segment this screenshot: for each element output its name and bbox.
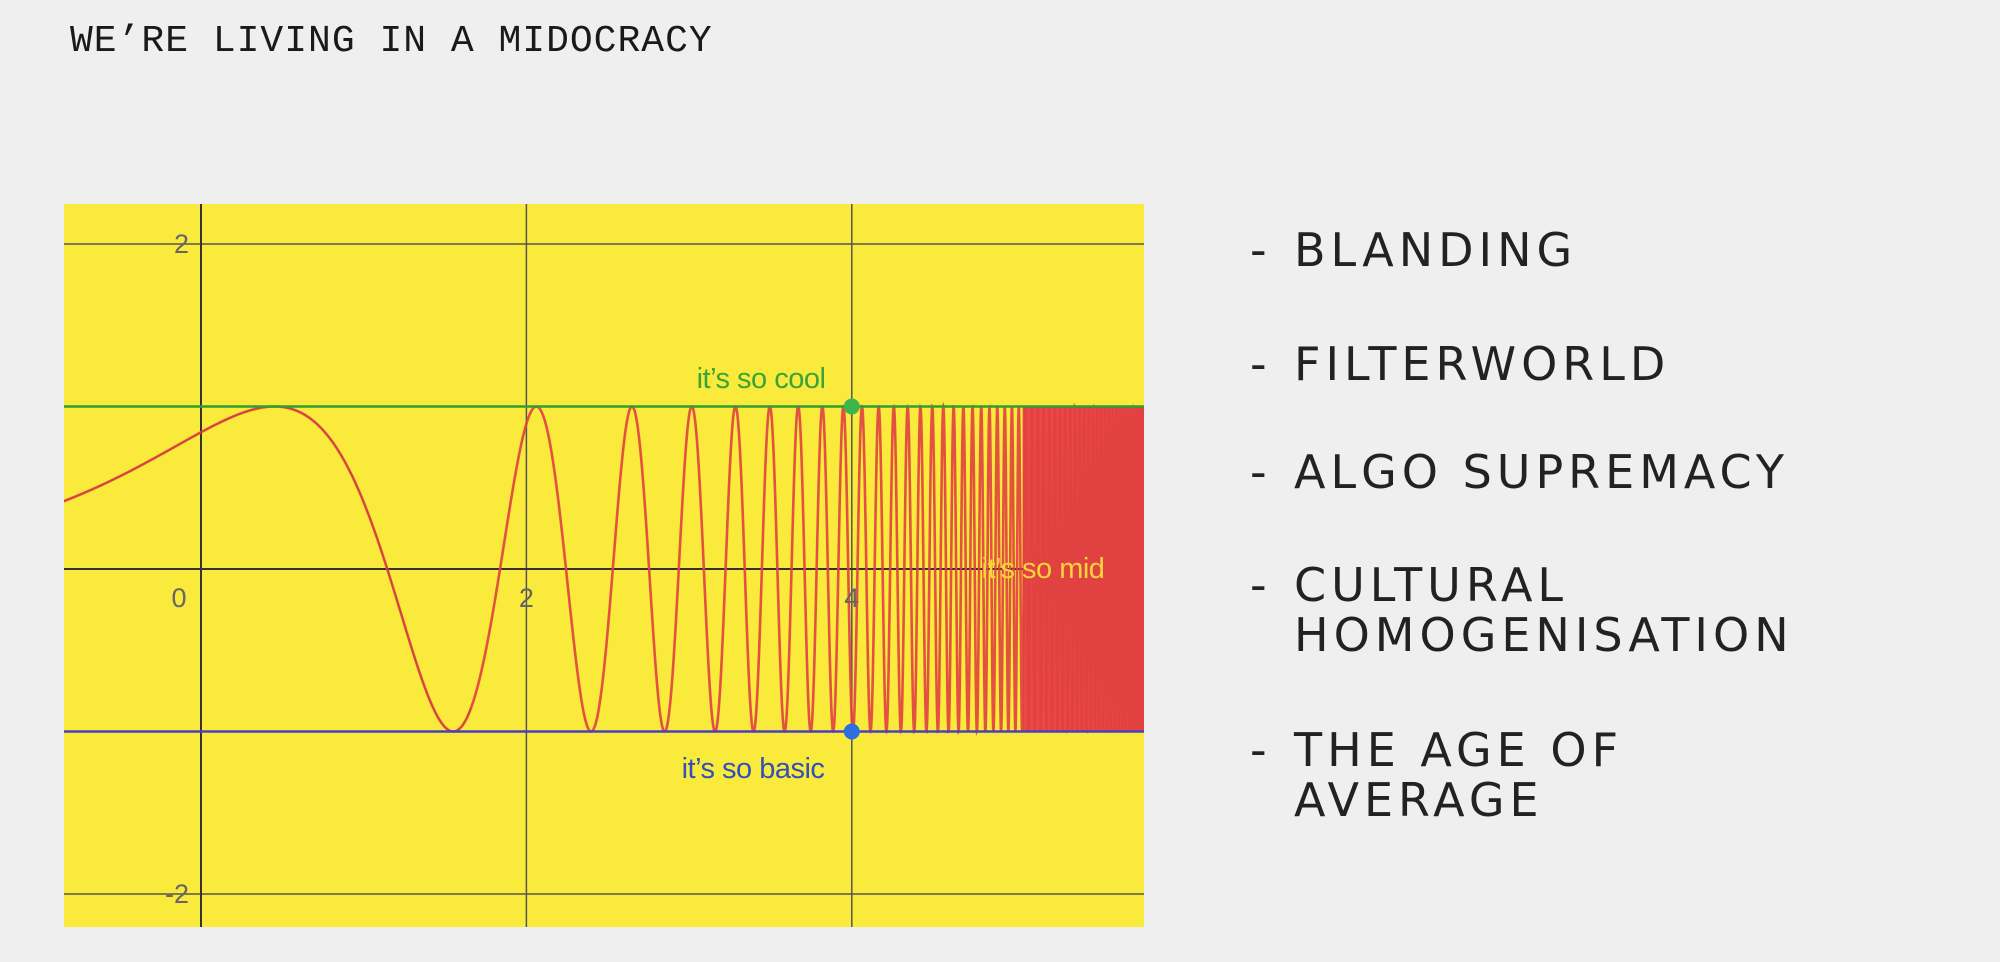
list-item: BLANDING [1294,223,1577,277]
x-tick-label: 2 [519,583,534,613]
list-marker: - [1250,558,1272,612]
list-marker: - [1250,337,1272,391]
annotation: it’s so basic [682,753,825,785]
upper-point [843,398,860,415]
slide-title: WE’RE LIVING IN A MIDOCRACY [70,20,713,63]
annotation: it’s so mid [982,553,1105,585]
list-item: ALGO SUPREMACY [1294,445,1789,499]
x-tick-label: 0 [171,583,186,613]
lower-point [843,723,860,740]
list-marker: - [1250,445,1272,499]
list-marker: - [1250,223,1272,277]
graph-labels: 0 2 4 2 -2 it’s so cool it’s so mid it’s so bas… [165,229,1105,909]
graph-background [64,204,1144,927]
list-item: AVERAGE [1294,773,1544,827]
graph [64,204,1144,927]
y-tick-label: 2 [174,229,189,259]
list-marker: - [1250,723,1272,777]
bullet-list: - BLANDING- FILTERWORLD- ALGO SUPREMACY- CUL… [1250,223,1794,827]
annotation: it’s so cool [697,363,826,395]
x-tick-label: 4 [844,583,859,613]
curve [64,401,1144,736]
y-tick-label: -2 [165,879,189,909]
list-item: HOMOGENISATION [1294,608,1794,662]
list-item: FILTERWORLD [1294,337,1670,391]
list-item: THE AGE OF [1293,723,1623,777]
list-item: CULTURAL [1294,558,1568,612]
